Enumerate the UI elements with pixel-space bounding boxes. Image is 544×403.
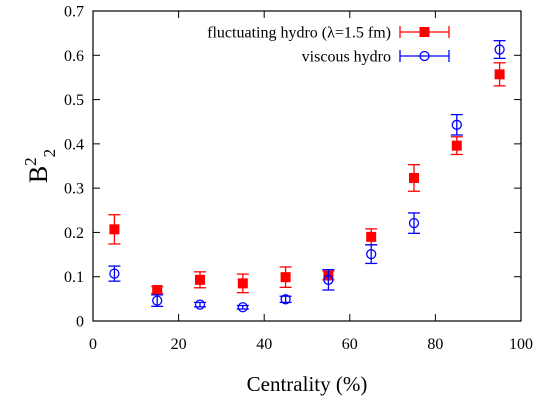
data-point — [280, 272, 291, 283]
x-tick-label: 60 — [342, 336, 358, 353]
x-tick-label: 0 — [89, 336, 97, 353]
data-point — [494, 69, 505, 80]
y-tick-label: 0 — [76, 314, 84, 331]
data-point — [366, 248, 377, 260]
data-point — [237, 278, 248, 289]
data-point — [408, 217, 420, 229]
data-point — [280, 294, 291, 305]
data-point — [194, 299, 206, 310]
x-tick-label: 80 — [427, 336, 443, 353]
data-point — [366, 231, 377, 242]
y-tick-label: 0.6 — [64, 48, 84, 65]
x-axis-label: Centrality (%) — [247, 372, 368, 396]
y-tick-label: 0.7 — [64, 4, 84, 21]
data-point — [494, 44, 505, 55]
series-layer — [108, 40, 506, 313]
data-point — [152, 295, 163, 306]
axis-tick-labels: 0 20 40 60 80 100 0 0.1 0.2 0.3 0.4 0.5 0.6 0.7 — [64, 4, 533, 354]
data-point — [451, 140, 462, 151]
legend-label: viscous hydro — [302, 49, 391, 66]
y-axis-label-base: B — [24, 166, 53, 183]
data-point — [152, 285, 163, 295]
legend-label: fluctuating hydro (λ=1.5 fm) — [207, 25, 391, 42]
legend: fluctuating hydro (λ=1.5 fm) viscous hydr… — [207, 25, 450, 66]
series-0 — [108, 62, 506, 295]
series-1 — [108, 40, 506, 313]
data-point — [451, 119, 462, 130]
legend-marker — [419, 27, 430, 37]
axis-ticks — [92, 10, 522, 322]
x-tick-label: 100 — [509, 336, 533, 353]
y-tick-label: 0.1 — [64, 269, 84, 286]
data-point — [195, 274, 205, 285]
data-point — [237, 302, 248, 313]
y-tick-label: 0.2 — [64, 225, 84, 242]
x-tick-label: 20 — [171, 336, 187, 353]
x-tick-label: 40 — [256, 336, 272, 353]
legend-marker — [419, 50, 430, 62]
plot-frame — [92, 10, 522, 322]
data-point — [409, 172, 419, 183]
y-tick-label: 0.5 — [64, 92, 84, 109]
y-axis-label-sup: 2 — [21, 157, 40, 166]
y-tick-label: 0.3 — [64, 181, 84, 198]
y-axis-label: B22 — [21, 149, 59, 183]
data-point — [109, 268, 120, 279]
data-point — [109, 224, 120, 235]
y-tick-label: 0.4 — [64, 136, 84, 153]
data-point — [323, 274, 334, 285]
y-axis-label-sub: 2 — [40, 149, 59, 158]
